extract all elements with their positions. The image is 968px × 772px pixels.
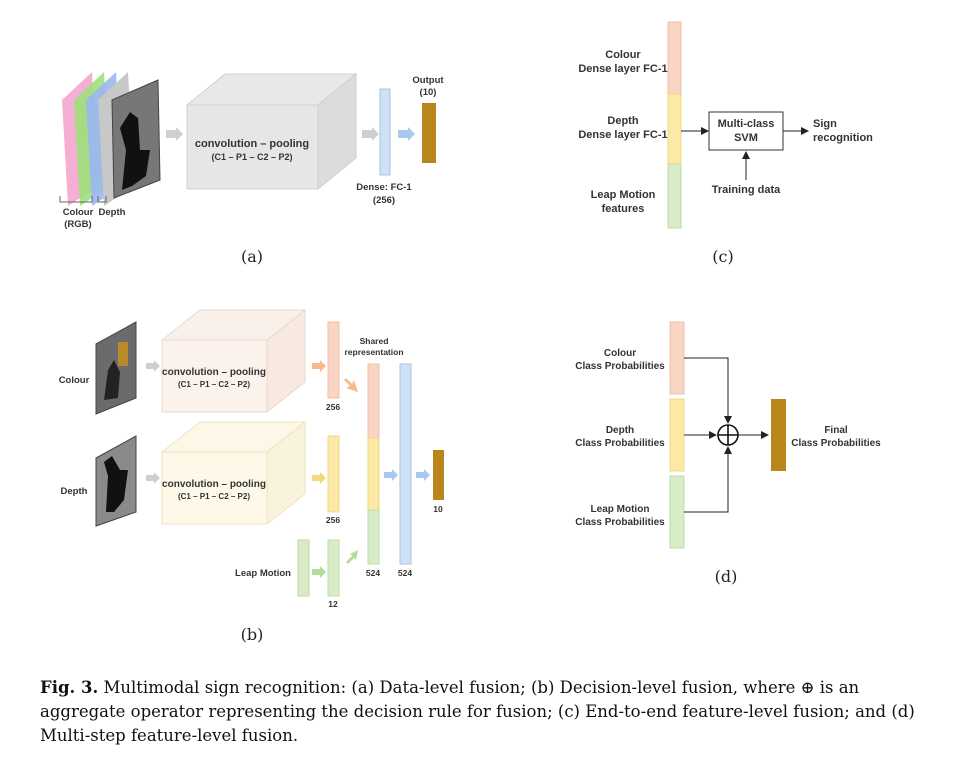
figure-caption: Fig. 3. Multimodal sign recognition: (a)…	[40, 676, 932, 748]
colour-label: Colour	[605, 49, 641, 61]
depth-sublabel: Class Probabilities	[575, 438, 665, 449]
leap-input-block	[297, 539, 310, 597]
arrow-right-icon	[312, 566, 326, 578]
colour-dense-block	[667, 21, 682, 95]
conv-block	[185, 72, 358, 191]
conv-block-colour	[160, 308, 307, 414]
arrow-right-icon	[166, 127, 183, 141]
arrow-diagonal-icon	[344, 378, 358, 392]
caption-text: Multimodal sign recognition: (a) Data-le…	[40, 678, 915, 745]
arrow-diagonal-icon	[346, 550, 358, 564]
panel-b: Colour convolution – pooling (C1 – P1 – …	[59, 308, 444, 644]
depth-prob-block	[669, 398, 685, 472]
output-block	[422, 103, 436, 163]
fc-dense-block	[399, 363, 412, 565]
colour-label: Colour	[604, 348, 636, 359]
depth-dense-block	[667, 93, 682, 165]
output-size: 10	[433, 504, 443, 514]
output-label: Output	[412, 75, 444, 86]
leap-dense-size: 12	[328, 599, 338, 609]
input-image-stack	[62, 72, 161, 206]
colour-prob-block	[669, 321, 685, 395]
arrow-right-icon	[146, 472, 160, 484]
output-size: (10)	[420, 87, 437, 98]
colour-bracket	[59, 196, 93, 203]
depth-bracket	[97, 196, 107, 203]
shared-leap-segment	[367, 509, 380, 565]
depth-label: Depth	[606, 425, 634, 436]
arrow-right-icon	[384, 469, 398, 481]
depth-label: Depth	[61, 486, 88, 497]
panel-c-label: (c)	[712, 247, 733, 266]
arrow-right-icon	[398, 127, 415, 141]
leap-label: Leap Motion	[235, 568, 291, 579]
leap-dense-block	[327, 539, 340, 597]
arrow-right-icon	[146, 360, 160, 372]
arrow-right-icon	[416, 469, 430, 481]
colour-input-image	[95, 321, 137, 415]
colour-dense-block	[327, 321, 340, 399]
output-sublabel: recognition	[813, 132, 873, 144]
figure-canvas: Colour (RGB) Depth convolution – pooling…	[59, 21, 881, 644]
oplus-icon	[717, 424, 739, 446]
panel-c: Colour Dense layer FC-1 Depth Dense laye…	[578, 21, 873, 266]
colour-connector	[684, 357, 732, 424]
conv-subtitle: (C1 – P1 – C2 – P2)	[211, 152, 292, 162]
training-label: Training data	[712, 184, 781, 196]
output-block	[433, 450, 444, 500]
depth-sublabel: Dense layer FC-1	[578, 129, 667, 141]
depth-dense-block	[327, 435, 340, 513]
shared-size: 524	[366, 568, 380, 578]
panel-d: Colour Class Probabilities Depth Class P…	[575, 321, 881, 586]
leap-label: Leap Motion	[591, 504, 650, 515]
conv-title-colour: convolution – pooling	[162, 367, 266, 378]
panel-a-label: (a)	[241, 247, 263, 266]
depth-input-image	[95, 435, 137, 527]
final-prob-block	[771, 399, 786, 471]
caption-label: Fig. 3.	[40, 678, 99, 697]
output-label: Sign	[813, 118, 837, 130]
conv-subtitle-depth: (C1 – P1 – C2 – P2)	[178, 492, 250, 501]
shared-sublabel: representation	[344, 347, 403, 357]
shared-colour-segment	[367, 363, 380, 439]
leap-feature-block	[667, 163, 682, 229]
colour-dense-size: 256	[326, 402, 340, 412]
input-colour-label: Colour	[63, 207, 94, 218]
panel-b-label: (b)	[241, 625, 264, 644]
dense-fc1-block	[379, 88, 391, 176]
depth-label: Depth	[607, 115, 638, 127]
shared-label: Shared	[360, 336, 389, 346]
panel-d-label: (d)	[715, 567, 738, 586]
shared-depth-segment	[367, 437, 380, 511]
leap-prob-block	[669, 475, 685, 549]
conv-subtitle-colour: (C1 – P1 – C2 – P2)	[178, 380, 250, 389]
arrow-right-icon	[312, 472, 326, 484]
depth-dense-size: 256	[326, 515, 340, 525]
leap-connector	[684, 446, 732, 513]
input-depth-label: Depth	[99, 207, 126, 218]
final-label: Final	[824, 425, 848, 436]
dense-size: (256)	[373, 195, 395, 206]
input-rgb-label: (RGB)	[64, 219, 91, 230]
colour-sublabel: Dense layer FC-1	[578, 63, 667, 75]
fc-dense-size: 524	[398, 568, 412, 578]
svm-label: Multi-class	[718, 118, 775, 130]
conv-block-depth	[160, 420, 307, 526]
arrow-right-icon	[312, 360, 326, 372]
dense-label: Dense: FC-1	[356, 182, 412, 193]
leap-sublabel: Class Probabilities	[575, 517, 665, 528]
conv-title-depth: convolution – pooling	[162, 479, 266, 490]
arrow-right-icon	[362, 127, 379, 141]
svm-sublabel: SVM	[734, 132, 758, 144]
panel-a: Colour (RGB) Depth convolution – pooling…	[59, 72, 444, 266]
colour-label: Colour	[59, 375, 90, 386]
colour-sublabel: Class Probabilities	[575, 361, 665, 372]
leap-sublabel: features	[602, 203, 645, 215]
conv-title: convolution – pooling	[195, 138, 309, 150]
leap-label: Leap Motion	[591, 189, 656, 201]
final-sublabel: Class Probabilities	[791, 438, 881, 449]
svm-box	[708, 111, 784, 151]
